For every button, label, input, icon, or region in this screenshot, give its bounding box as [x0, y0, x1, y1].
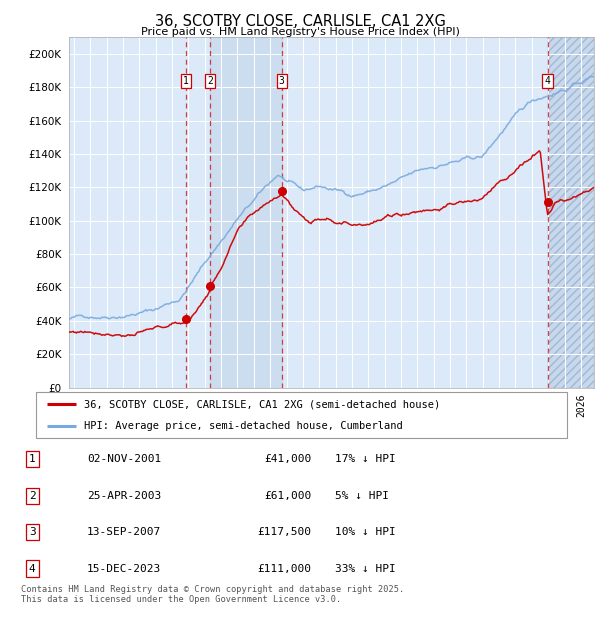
Text: £117,500: £117,500 [257, 527, 311, 537]
Text: £41,000: £41,000 [264, 454, 311, 464]
Text: 02-NOV-2001: 02-NOV-2001 [87, 454, 161, 464]
Text: 1: 1 [29, 454, 35, 464]
Text: Contains HM Land Registry data © Crown copyright and database right 2025.
This d: Contains HM Land Registry data © Crown c… [21, 585, 404, 604]
Bar [548, 37, 594, 387]
Text: Price paid vs. HM Land Registry's House Price Index (HPI): Price paid vs. HM Land Registry's House … [140, 27, 460, 37]
Text: 36, SCOTBY CLOSE, CARLISLE, CA1 2XG: 36, SCOTBY CLOSE, CARLISLE, CA1 2XG [155, 14, 445, 29]
Text: 4: 4 [545, 76, 550, 86]
Text: 2: 2 [207, 76, 213, 86]
Text: 4: 4 [29, 564, 35, 574]
Text: 13-SEP-2007: 13-SEP-2007 [87, 527, 161, 537]
Text: HPI: Average price, semi-detached house, Cumberland: HPI: Average price, semi-detached house,… [84, 421, 403, 431]
Text: 1: 1 [183, 76, 189, 86]
Text: 25-APR-2003: 25-APR-2003 [87, 491, 161, 501]
Bar [210, 37, 282, 387]
Text: 3: 3 [279, 76, 285, 86]
Text: 5% ↓ HPI: 5% ↓ HPI [335, 491, 389, 501]
Text: £61,000: £61,000 [264, 491, 311, 501]
Text: 10% ↓ HPI: 10% ↓ HPI [335, 527, 395, 537]
Text: 2: 2 [29, 491, 35, 501]
Text: 17% ↓ HPI: 17% ↓ HPI [335, 454, 395, 464]
Text: 15-DEC-2023: 15-DEC-2023 [87, 564, 161, 574]
Text: £111,000: £111,000 [257, 564, 311, 574]
Text: 3: 3 [29, 527, 35, 537]
Text: 36, SCOTBY CLOSE, CARLISLE, CA1 2XG (semi-detached house): 36, SCOTBY CLOSE, CARLISLE, CA1 2XG (sem… [84, 399, 440, 409]
Text: 33% ↓ HPI: 33% ↓ HPI [335, 564, 395, 574]
